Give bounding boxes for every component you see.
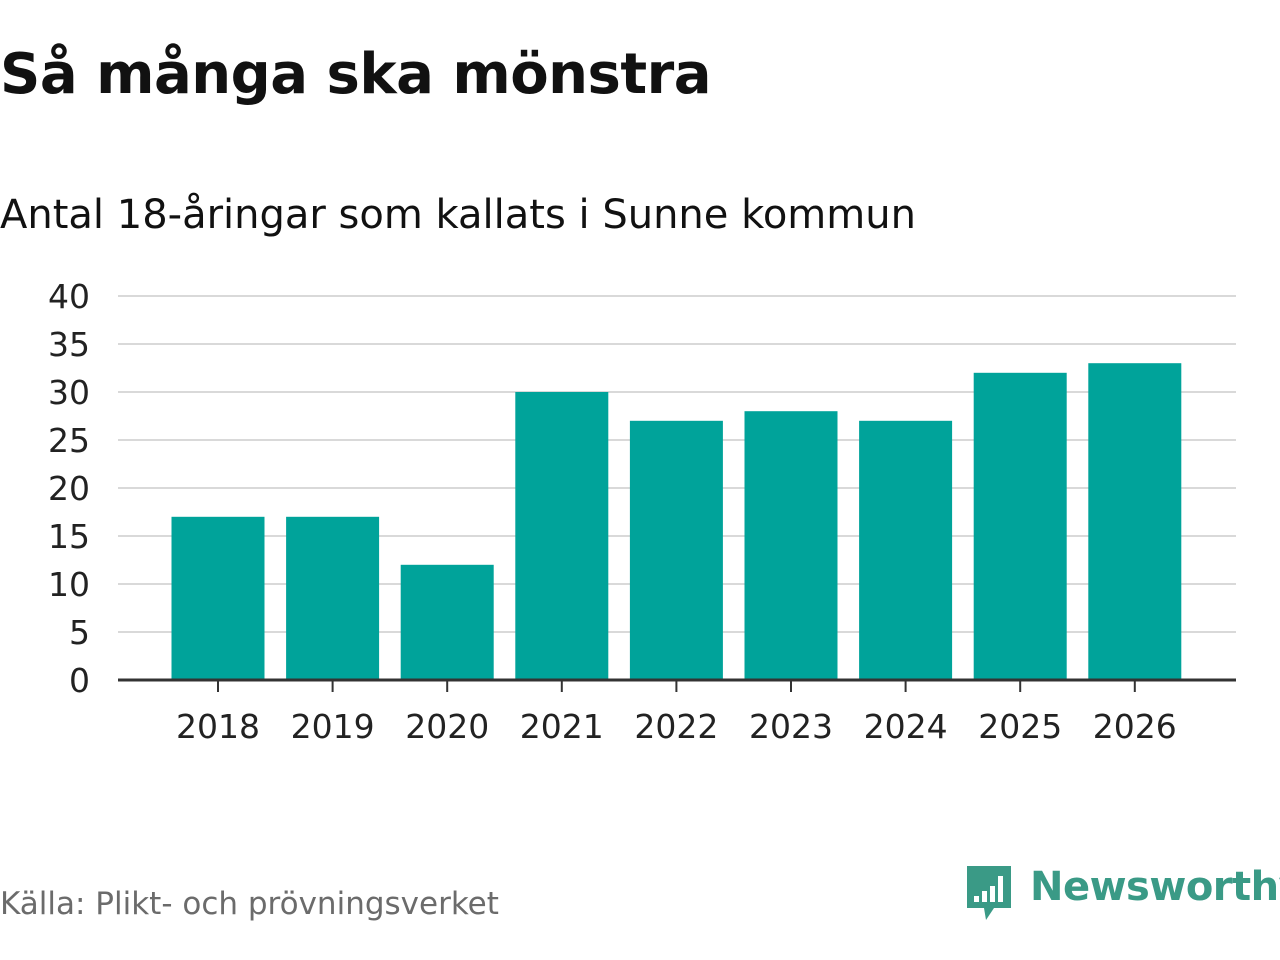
bar-2023 <box>744 411 838 680</box>
bar-2019 <box>286 516 380 680</box>
x-tick-label: 2025 <box>978 707 1062 746</box>
chart-subtitle: Antal 18-åringar som kallats i Sunne kom… <box>0 192 916 238</box>
bar-2025 <box>973 372 1067 680</box>
y-tick-label: 25 <box>48 421 90 460</box>
y-tick-label: 10 <box>48 565 90 604</box>
bar-2024 <box>859 420 953 680</box>
x-tick-label: 2018 <box>176 707 260 746</box>
y-tick-label: 20 <box>48 469 90 508</box>
y-tick-label: 0 <box>69 661 90 700</box>
y-tick-label: 5 <box>69 613 90 652</box>
source-note: Källa: Plikt- och prövningsverket <box>0 886 499 922</box>
y-tick-label: 15 <box>48 517 90 556</box>
x-tick-label: 2024 <box>864 707 948 746</box>
x-tick-label: 2019 <box>291 707 375 746</box>
chart-title: Så många ska mönstra <box>0 42 712 107</box>
y-tick-label: 35 <box>48 325 90 364</box>
brand-logo[interactable]: Newsworthy <box>964 864 1280 924</box>
bar-2021 <box>515 392 609 680</box>
brand-name: Newsworthy <box>1030 864 1280 910</box>
y-tick-label: 40 <box>48 277 90 316</box>
bar-2026 <box>1088 363 1182 680</box>
y-axis-ticks: 0 5 10 15 20 25 30 35 40 <box>48 277 90 700</box>
bars <box>171 363 1182 680</box>
x-axis: 2018 2019 2020 2021 2022 2023 2024 2025 2026 <box>118 678 1236 746</box>
bar-2022 <box>629 420 723 680</box>
bar-2018 <box>171 516 265 680</box>
y-tick-label: 30 <box>48 373 90 412</box>
x-tick-label: 2023 <box>749 707 833 746</box>
chat-bubble-bar-chart-icon <box>967 866 1011 920</box>
x-tick-label: 2022 <box>634 707 718 746</box>
x-tick-label: 2021 <box>520 707 604 746</box>
x-tick-label: 2020 <box>405 707 489 746</box>
bar-2020 <box>400 564 494 680</box>
x-tick-label: 2026 <box>1093 707 1177 746</box>
